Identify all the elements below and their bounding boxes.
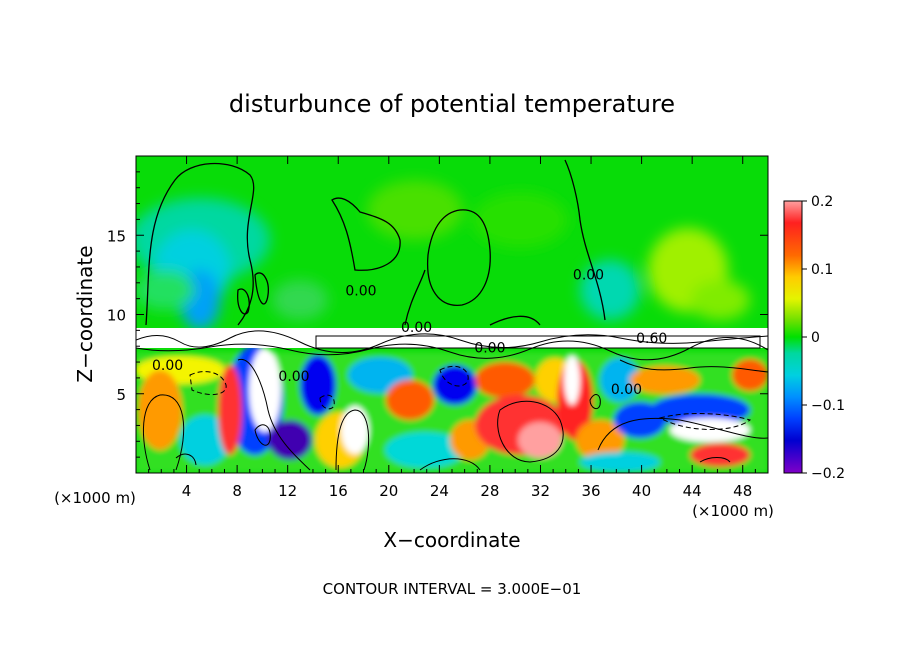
colorbar-tick-label: 0.2 [811, 194, 833, 210]
colorbar-gradient [783, 200, 803, 474]
x-tick-label: 28 [480, 482, 499, 500]
x-unit-left: (×1000 m) [54, 489, 136, 507]
contour-label: 0.00 [573, 268, 604, 284]
contour-label: 0.00 [345, 283, 376, 299]
heatmap-field: 0.00 0.00 0.00 0.00 0.60 0.00 0.00 0.00 [136, 156, 768, 473]
x-axis-label: X−coordinate [383, 528, 520, 552]
y-tick-label: 10 [107, 307, 126, 325]
lower-field-blobs [136, 345, 768, 473]
contour-label: 0.00 [611, 382, 642, 398]
x-tick-label: 20 [379, 482, 398, 500]
x-unit-right: (×1000 m) [692, 502, 774, 520]
contour-label: 0.00 [278, 369, 309, 385]
x-tick-label: 8 [232, 482, 242, 500]
x-tick-label: 16 [329, 482, 348, 500]
contour-interval-note: CONTOUR INTERVAL = 3.000E−01 [323, 580, 582, 598]
white-band [136, 328, 768, 361]
x-tick-label: 4 [182, 482, 192, 500]
lower-contour-lines [142, 358, 768, 471]
colorbar-tick-label: −0.2 [811, 466, 845, 482]
upper-field-blobs [136, 180, 750, 330]
colorbar-ticks: 0.2 0.1 0 −0.1 −0.2 [802, 194, 845, 482]
dashed-contours [189, 365, 752, 430]
colorbar-tick-label: 0 [811, 330, 820, 346]
y-axis-ticks: 5 10 15 [107, 171, 768, 458]
contour-labels: 0.00 0.00 0.00 0.00 0.60 0.00 0.00 0.00 [152, 268, 667, 398]
x-tick-label: 36 [581, 482, 600, 500]
y-tick-label: 15 [107, 227, 126, 245]
contour-label: 0.00 [152, 358, 183, 374]
colorbar-tick-label: 0.1 [811, 262, 833, 278]
x-tick-label: 44 [683, 482, 702, 500]
contour-label: 0.00 [474, 341, 505, 357]
x-tick-label: 32 [531, 482, 550, 500]
x-tick-label: 48 [733, 482, 752, 500]
contour-label: 0.60 [636, 331, 667, 347]
x-axis-ticks: 4 8 12 16 20 24 28 32 36 40 44 48 [148, 156, 756, 500]
contour-lines [145, 159, 606, 326]
x-tick-label: 24 [430, 482, 449, 500]
x-tick-label: 12 [278, 482, 297, 500]
colorbar-tick-label: −0.1 [811, 398, 845, 414]
y-tick-label: 5 [116, 386, 126, 404]
chart-title: disturbunce of potential temperature [229, 90, 675, 118]
y-axis-label: Z−coordinate [73, 245, 97, 382]
contour-label: 0.00 [401, 320, 432, 336]
colorbar: 0.2 0.1 0 −0.1 −0.2 [783, 194, 845, 482]
x-tick-label: 40 [632, 482, 651, 500]
